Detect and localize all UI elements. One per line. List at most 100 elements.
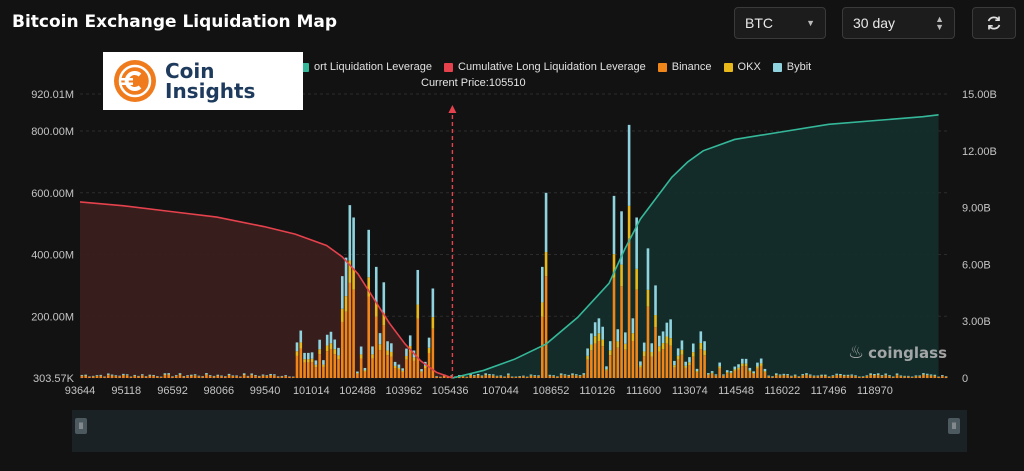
coin-select[interactable]: BTC ▼ xyxy=(734,7,826,39)
bybit-bar xyxy=(918,375,921,377)
bybit-bar xyxy=(729,370,733,373)
binance-bar xyxy=(273,375,276,378)
binance-bar xyxy=(741,366,744,378)
bybit-bar xyxy=(850,374,854,376)
binance-bar xyxy=(918,376,921,378)
binance-bar xyxy=(907,376,910,378)
legend-item-long[interactable]: Cumulative Long Liquidation Leverage xyxy=(444,61,646,73)
bybit-bar xyxy=(593,322,597,337)
scroll-handle-left[interactable]: ll xyxy=(75,418,87,434)
binance-bar xyxy=(850,375,854,378)
x-tick-label: 107044 xyxy=(482,385,519,397)
binance-bar xyxy=(397,369,401,378)
binance-bar xyxy=(673,367,676,378)
bybit-bar xyxy=(390,343,393,352)
binance-bar xyxy=(925,375,929,378)
bybit-bar xyxy=(122,373,125,375)
binance-bar xyxy=(605,370,608,378)
bybit-bar xyxy=(567,374,571,376)
binance-bar xyxy=(548,376,552,378)
okx-bar xyxy=(876,374,880,376)
okx-bar xyxy=(340,308,344,322)
long-leverage-line xyxy=(79,201,453,379)
bybit-bar xyxy=(405,348,408,356)
legend-item-binance[interactable]: Binance xyxy=(657,61,712,73)
bybit-bar xyxy=(725,370,729,373)
bybit-bar xyxy=(95,375,99,376)
binance-bar xyxy=(635,289,638,378)
scroll-handle-right[interactable]: ll xyxy=(948,418,960,434)
binance-bar xyxy=(774,375,778,378)
refresh-button[interactable] xyxy=(972,7,1016,39)
bybit-bar xyxy=(876,373,880,375)
bybit-bar xyxy=(559,373,563,375)
binance-bar xyxy=(461,376,465,378)
bybit-bar xyxy=(310,352,314,359)
okx-bar xyxy=(624,343,627,350)
binance-bar xyxy=(869,375,872,378)
legend-item-okx[interactable]: OKX xyxy=(723,61,761,73)
binance-bar xyxy=(597,341,601,378)
okx-bar xyxy=(427,347,431,353)
bybit-bar xyxy=(84,374,87,376)
binance-bar xyxy=(612,277,616,378)
okx-bar xyxy=(612,254,616,278)
binance-bar xyxy=(333,354,337,378)
bybit-bar xyxy=(242,373,246,375)
binance-bar xyxy=(325,351,329,378)
bybit-bar xyxy=(548,374,552,376)
bybit-bar xyxy=(816,375,820,377)
bybit-bar xyxy=(563,374,567,376)
legend-item-bybit[interactable]: Bybit xyxy=(772,61,811,73)
binance-bar xyxy=(601,346,604,378)
binance-bar xyxy=(537,376,540,378)
okx-bar xyxy=(359,354,363,359)
bybit-bar xyxy=(661,331,665,344)
binance-bar xyxy=(646,306,650,378)
okx-bar xyxy=(895,374,899,376)
bybit-bar xyxy=(748,367,752,371)
binance-bar xyxy=(435,376,438,378)
bybit-bar xyxy=(491,374,495,376)
x-tick-label: 96592 xyxy=(157,385,188,397)
y-right-tick-label: 0 xyxy=(962,373,968,385)
range-select[interactable]: 30 day ▲ ▼ xyxy=(842,7,955,39)
okx-bar xyxy=(650,351,654,357)
binance-bar xyxy=(771,376,774,378)
binance-bar xyxy=(329,349,333,378)
bybit-bar xyxy=(699,331,703,344)
bybit-bar xyxy=(752,371,755,374)
binance-bar xyxy=(910,377,914,378)
bybit-bar xyxy=(397,364,401,368)
bybit-bar xyxy=(374,266,378,303)
binance-bar xyxy=(582,375,586,378)
binance-bar xyxy=(895,375,899,378)
bybit-bar xyxy=(590,333,593,345)
bybit-bar xyxy=(880,375,884,376)
bybit-bar xyxy=(152,374,155,376)
bybit-bar xyxy=(110,374,114,376)
range-scrollbar[interactable] xyxy=(72,410,967,452)
binance-bar xyxy=(688,365,691,378)
bybit-bar xyxy=(665,322,669,337)
bybit-bar xyxy=(812,375,816,377)
okx-bar xyxy=(295,351,299,356)
coin-select-value: BTC xyxy=(745,15,773,31)
binance-bar xyxy=(657,351,661,378)
bybit-bar xyxy=(842,374,846,376)
binance-bar xyxy=(737,369,740,378)
binance-bar xyxy=(261,375,265,378)
bybit-bar xyxy=(759,358,763,364)
bybit-bar xyxy=(537,375,540,377)
y-right-tick-label: 15.00B xyxy=(962,89,997,101)
okx-bar xyxy=(873,374,876,376)
legend-item-short[interactable]: ort Liquidation Leverage xyxy=(300,61,432,73)
binance-bar xyxy=(639,367,642,378)
binance-bar xyxy=(642,356,646,378)
okx-bar xyxy=(737,367,740,370)
bybit-bar xyxy=(601,326,604,340)
binance-bar xyxy=(944,376,948,378)
binance-bar xyxy=(446,377,450,378)
bybit-bar xyxy=(642,342,646,352)
